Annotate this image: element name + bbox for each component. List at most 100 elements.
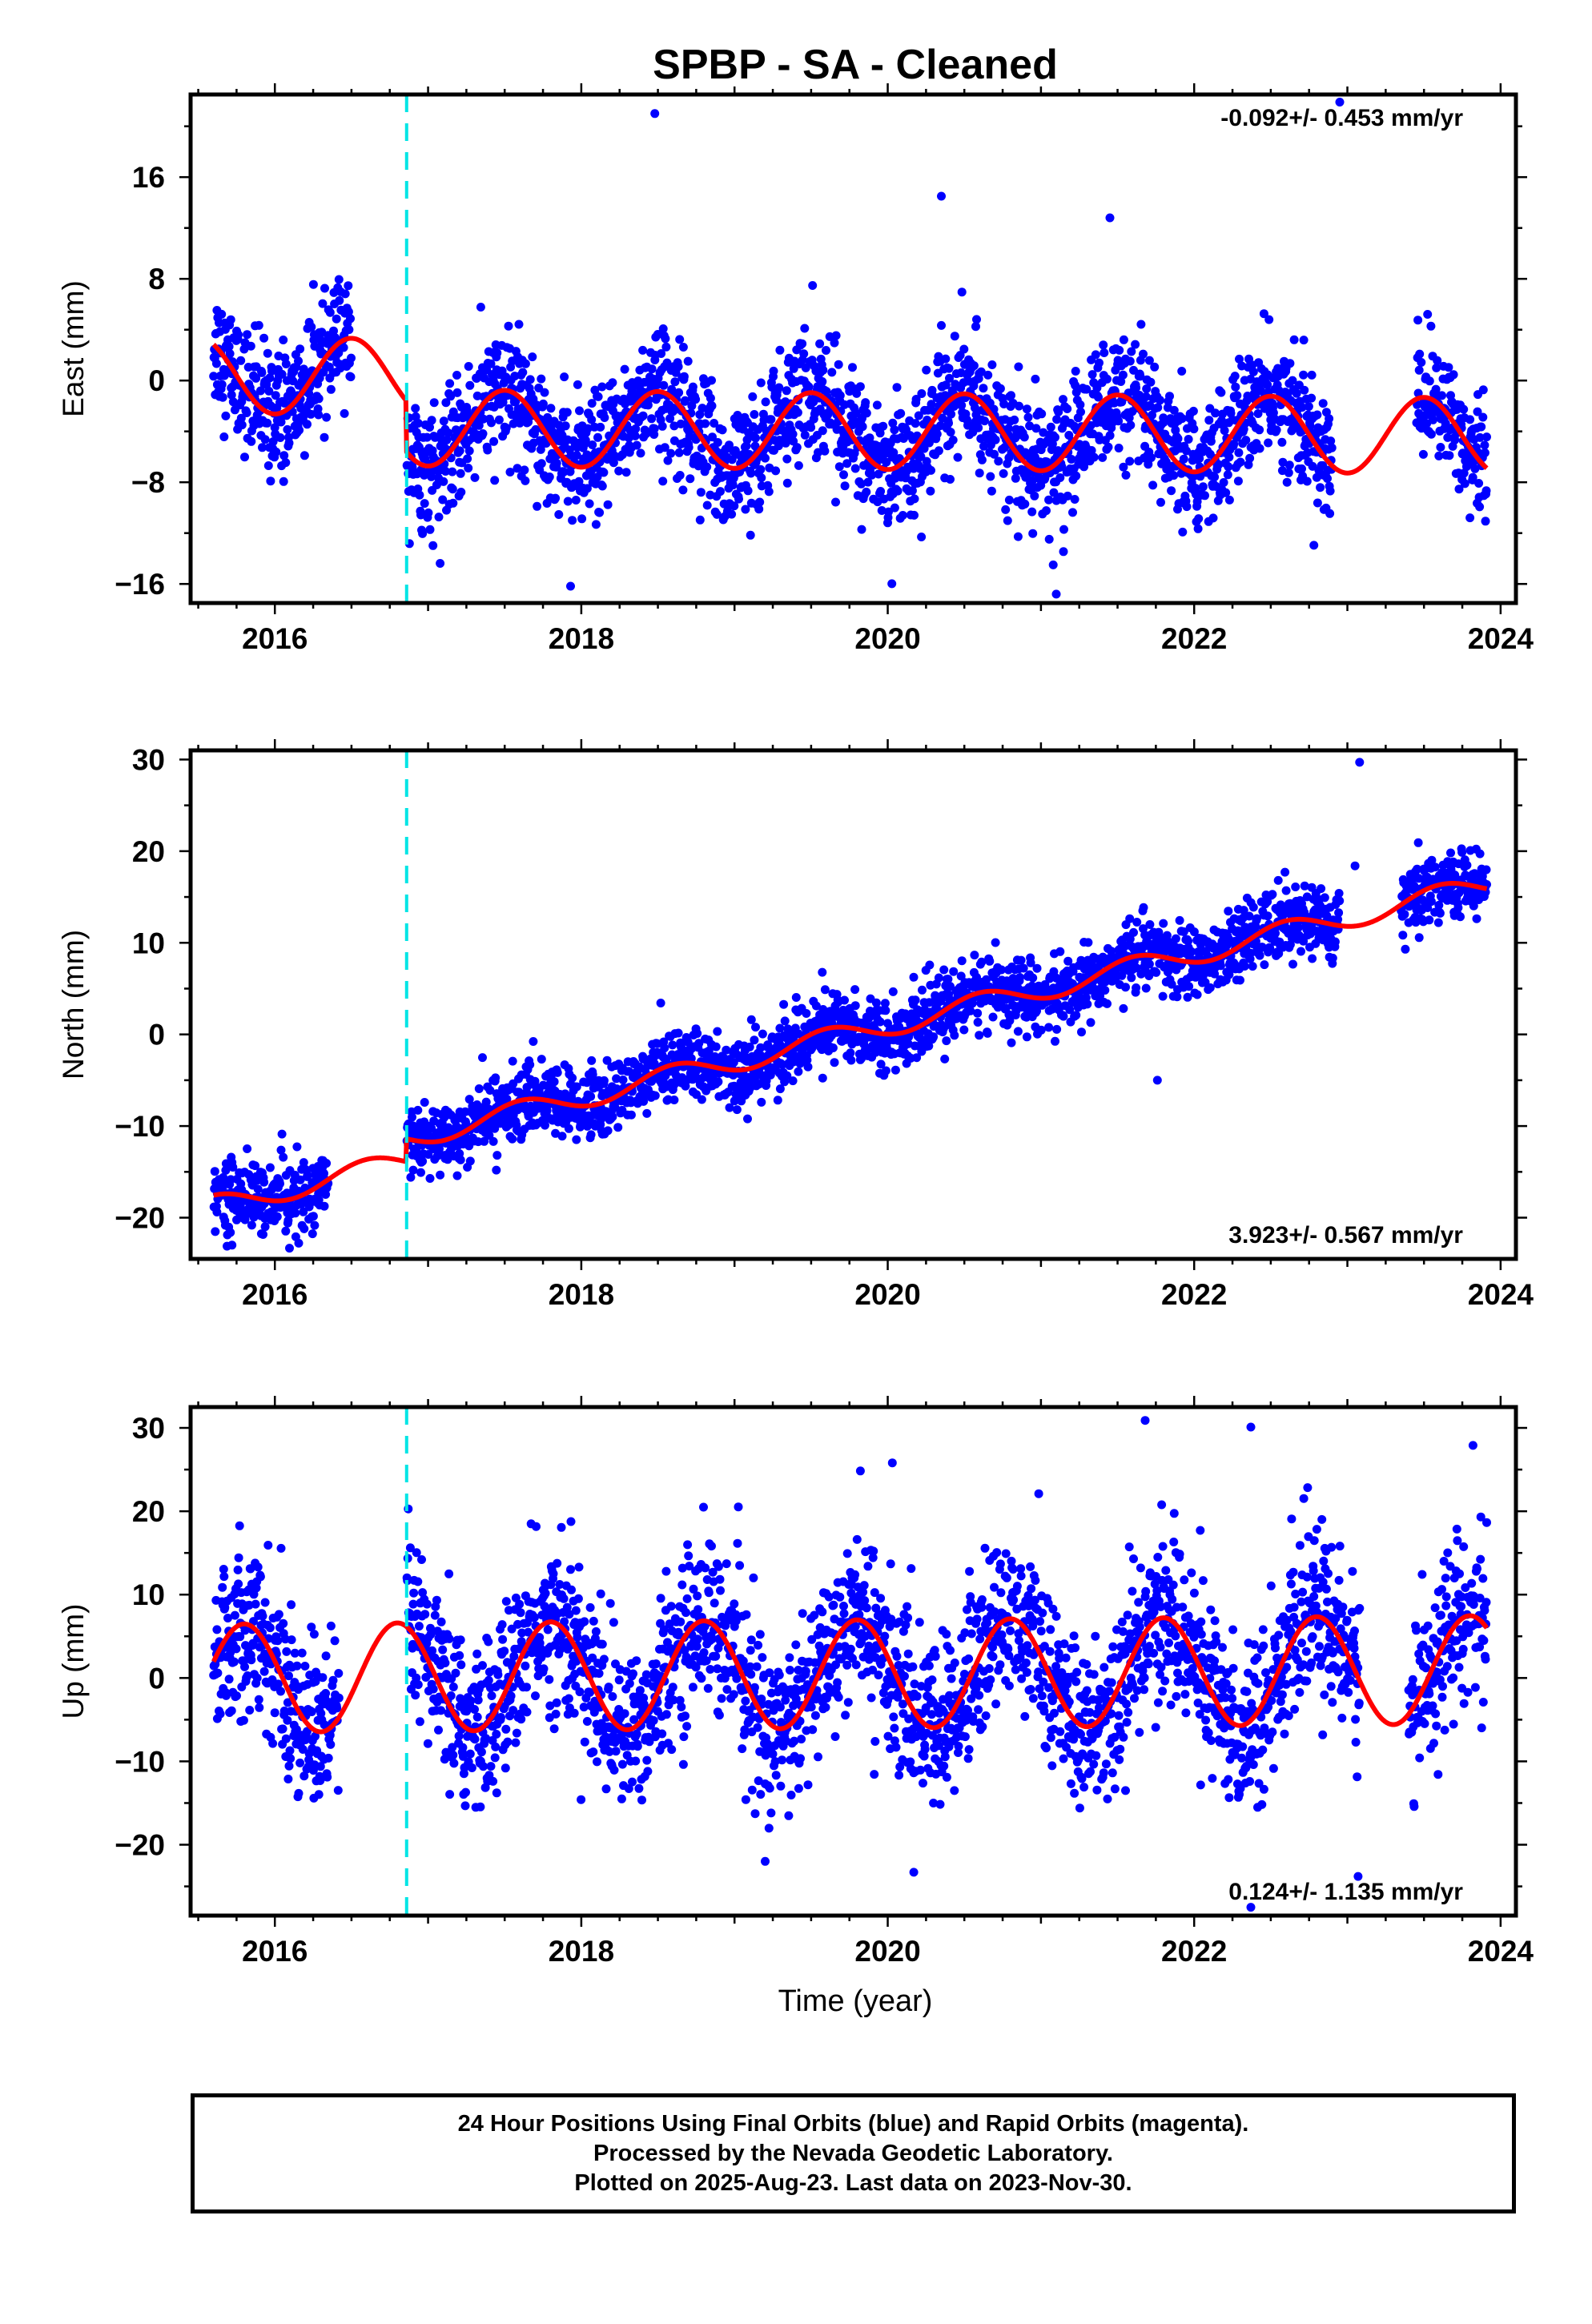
north-point — [888, 987, 898, 996]
east-point — [1182, 502, 1192, 512]
north-point — [890, 1065, 900, 1075]
north-point — [1288, 959, 1297, 969]
east-point — [1030, 491, 1039, 501]
north-point — [1127, 973, 1136, 983]
east-point — [1326, 436, 1336, 446]
east-point — [520, 465, 529, 475]
east-point — [678, 485, 688, 495]
east-point — [1071, 367, 1080, 376]
east-point — [585, 499, 594, 509]
east-point — [1144, 460, 1153, 469]
north-point — [492, 1151, 502, 1160]
east-point — [696, 488, 706, 497]
north-point — [553, 1068, 562, 1077]
east-point — [1299, 336, 1309, 345]
east-point — [587, 415, 597, 424]
east-point — [1325, 414, 1334, 424]
east-point — [1177, 367, 1187, 376]
north-point — [949, 967, 959, 976]
east-point — [428, 541, 438, 550]
east-point — [1171, 425, 1180, 435]
east-point — [439, 416, 448, 426]
east-point — [683, 356, 693, 366]
north-point — [492, 1165, 501, 1175]
north-point — [456, 1155, 465, 1164]
east-point — [1153, 403, 1163, 412]
east-point — [1248, 367, 1258, 376]
east-point — [713, 438, 722, 447]
east-point — [1075, 400, 1085, 409]
east-point — [427, 472, 436, 481]
north-point — [1263, 911, 1272, 921]
north-point — [1019, 963, 1028, 973]
north-point — [830, 1058, 839, 1068]
east-outlier-point — [917, 533, 927, 541]
east-point — [1114, 444, 1124, 452]
east-point — [260, 435, 270, 444]
east-point — [209, 372, 219, 381]
east-point — [771, 466, 781, 476]
east-point — [976, 367, 986, 376]
east-point — [857, 479, 866, 489]
east-point — [674, 448, 684, 457]
east-point — [1188, 406, 1198, 416]
north-point — [537, 1055, 546, 1064]
east-point — [818, 377, 827, 386]
north-point — [465, 1156, 475, 1166]
east-point — [999, 468, 1008, 478]
east-point — [1027, 507, 1037, 517]
east-point — [923, 416, 932, 424]
east-point — [632, 440, 641, 450]
east-point — [782, 454, 792, 464]
east-point — [1214, 460, 1224, 469]
east-point — [877, 506, 886, 515]
east-point — [464, 446, 474, 456]
north-point — [1224, 907, 1233, 916]
east-point — [621, 468, 631, 477]
east-point — [922, 365, 931, 375]
east-point — [987, 486, 996, 496]
north-point — [773, 1096, 782, 1105]
east-point — [924, 438, 934, 448]
north-point — [780, 1016, 790, 1026]
north-point — [322, 1159, 332, 1168]
east-point — [1089, 452, 1099, 462]
east-point — [1255, 425, 1264, 435]
east-point — [948, 436, 958, 444]
east-point — [706, 393, 715, 403]
north-point — [272, 1212, 282, 1221]
north-point — [673, 1028, 683, 1038]
north-point — [508, 1134, 517, 1144]
east-point — [455, 446, 464, 456]
east-point — [1436, 443, 1445, 452]
east-point — [882, 457, 891, 467]
east-point — [855, 382, 865, 392]
east-point — [494, 415, 504, 424]
east-point — [994, 456, 1003, 466]
east-x-tick-label: 2018 — [549, 622, 614, 655]
east-point — [600, 413, 609, 422]
east-point — [518, 368, 528, 377]
east-point — [1191, 484, 1200, 493]
east-point — [1210, 472, 1220, 482]
east-point — [524, 417, 533, 427]
north-point — [221, 1165, 231, 1175]
north-point — [1158, 991, 1168, 1001]
north-point — [418, 1156, 428, 1166]
north-point — [612, 1074, 621, 1084]
north-point — [1171, 934, 1180, 943]
east-point — [320, 283, 329, 293]
east-point — [1082, 384, 1091, 394]
east-point — [971, 403, 979, 412]
east-point — [971, 322, 980, 332]
east-point — [835, 391, 845, 400]
east-point — [863, 477, 873, 487]
north-point — [416, 1168, 425, 1177]
east-point — [657, 349, 666, 358]
east-point — [638, 411, 648, 420]
north-point — [251, 1161, 260, 1171]
north-point — [291, 1208, 300, 1218]
east-point — [228, 397, 238, 407]
east-outlier-point — [442, 505, 451, 515]
east-point — [1001, 505, 1011, 514]
